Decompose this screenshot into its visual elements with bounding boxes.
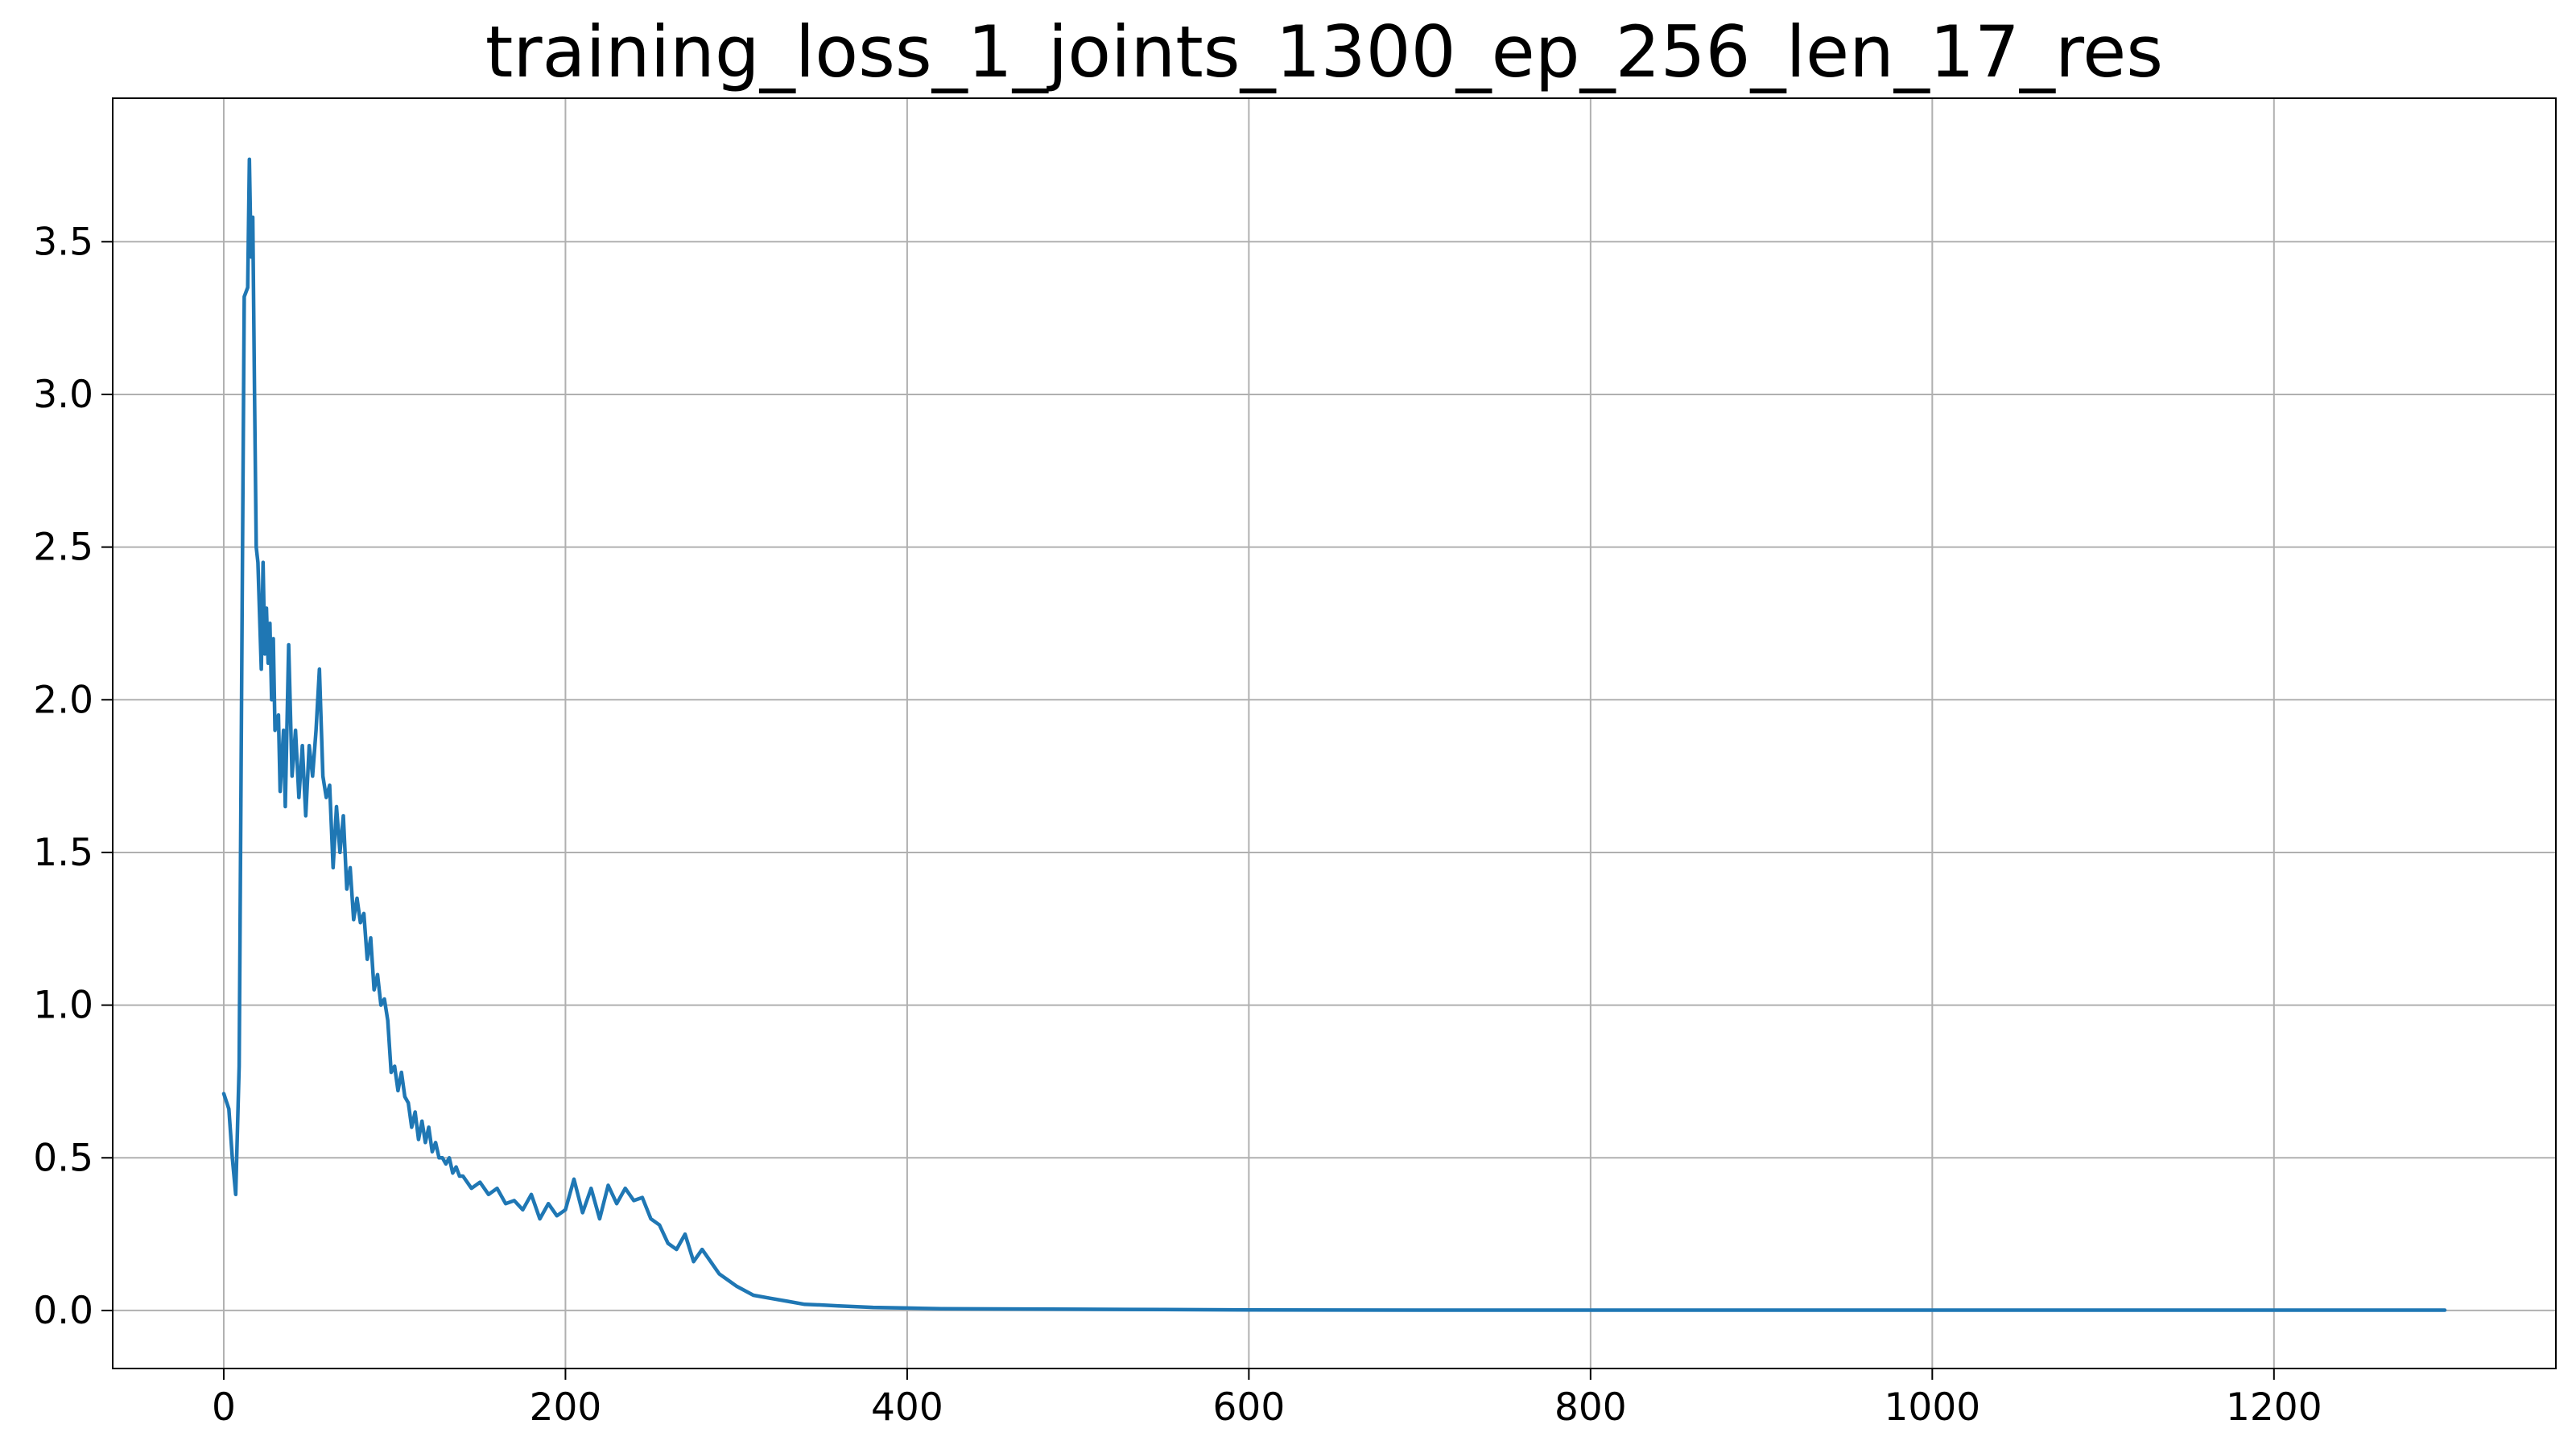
y-tick-labels: 0.0 0.5 1.0 1.5 2.0 2.5 3.0 3.5	[33, 220, 93, 1333]
y-tick-label: 1.5	[33, 831, 93, 875]
grid-lines	[113, 98, 2556, 1368]
y-tick-label: 3.0	[33, 373, 93, 417]
x-tick-label: 400	[871, 1385, 943, 1430]
y-tick-label: 2.5	[33, 526, 93, 570]
y-tick-label: 2.0	[33, 678, 93, 722]
loss-series-line	[221, 157, 2447, 1312]
axis-ticks	[101, 241, 2275, 1380]
y-tick-label: 1.0	[33, 984, 93, 1028]
plot-frame	[112, 97, 2557, 1369]
x-tick-labels: 0 200 400 600 800 1000 1200	[212, 1385, 2322, 1430]
y-tick-label: 3.5	[33, 220, 93, 264]
y-tick-label: 0.0	[33, 1289, 93, 1333]
x-tick-label: 600	[1213, 1385, 1286, 1430]
x-tick-label: 0	[212, 1385, 236, 1430]
x-tick-label: 200	[530, 1385, 602, 1430]
x-tick-label: 1000	[1885, 1385, 1981, 1430]
series-layer	[221, 157, 2447, 1312]
chart-title: training_loss_1_joints_1300_ep_256_len_1…	[485, 10, 2163, 93]
y-tick-label: 0.5	[33, 1136, 93, 1180]
x-tick-label: 1200	[2226, 1385, 2322, 1430]
x-tick-label: 800	[1554, 1385, 1627, 1430]
